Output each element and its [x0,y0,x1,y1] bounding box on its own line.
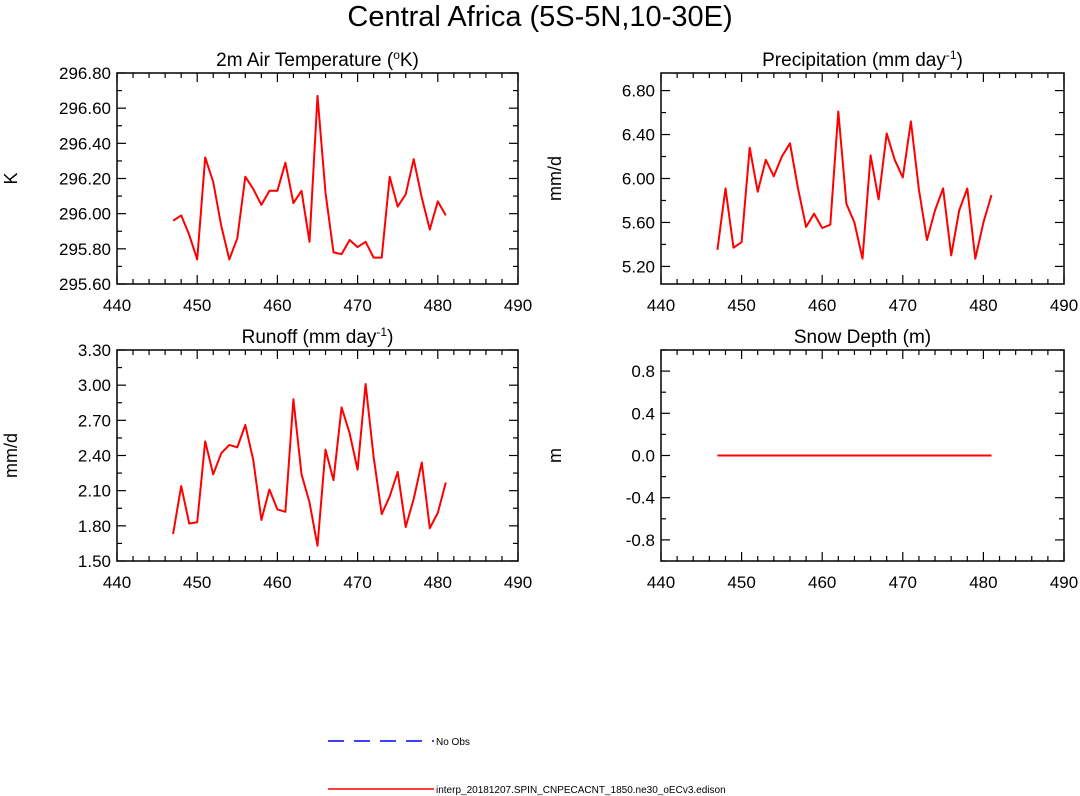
panel-title-snow-depth: Snow Depth (m) [794,327,931,348]
x-tick-label: 460 [808,573,836,592]
x-tick-label: 480 [969,573,997,592]
x-tick-label: 480 [424,573,452,592]
y-tick-label: -0.8 [626,531,655,550]
y-tick-label: 296.20 [59,170,111,189]
legend-label-model: interp_20181207.SPIN_CNPECACNT_1850.ne30… [436,785,726,796]
panel-title-runoff: Runoff (mm day-1) [242,325,394,348]
x-tick-label: 450 [183,296,211,315]
panel-air-temperature: 2m Air Temperature (oK) K 440 450 460 470 480 4… [1,48,532,315]
y-tick-label: 3.00 [78,376,111,395]
x-tick-label: 440 [647,573,675,592]
series-line-precipitation [716,110,993,260]
y-tick-label: 296.00 [59,205,111,224]
y-axis-label-snow-depth: m [545,448,565,463]
panel-title-air-temperature: 2m Air Temperature (oK) [216,48,419,71]
y-tick-label: 1.50 [78,552,111,571]
y-tick-label: 296.80 [59,64,111,83]
series-line-runoff [172,383,447,547]
x-tick-label: 440 [103,296,131,315]
panel-snow-depth: Snow Depth (m) m 440 450 460 470 480 490 -0.8 -0.… [545,327,1078,592]
y-tick-label: 2.70 [78,411,111,430]
y-tick-label: 0.4 [631,404,655,423]
y-tick-label: 5.60 [622,213,655,232]
y-tick-label: -0.4 [626,489,655,508]
legend: No Obs interp_20181207.SPIN_CNPECACNT_18… [328,737,726,796]
x-tick-label: 460 [263,573,291,592]
x-tick-label: 470 [889,573,917,592]
x-tick-label: 490 [1050,296,1078,315]
x-tick-label: 450 [727,573,755,592]
panel-precipitation: Precipitation (mm day-1) mm/d 440 450 460 470… [545,48,1078,315]
x-tick-label: 490 [1050,573,1078,592]
y-tick-label: 0.8 [631,362,655,381]
x-tick-label: 450 [183,573,211,592]
y-tick-label: 1.80 [78,517,111,536]
y-tick-label: 6.80 [622,82,655,101]
x-tick-label: 440 [647,296,675,315]
y-tick-label: 3.30 [78,341,111,360]
y-tick-label: 0.0 [631,447,655,466]
x-tick-label: 470 [343,296,371,315]
panel-runoff: Runoff (mm day-1) mm/d 440 450 460 470 480 490 1… [1,325,532,592]
y-tick-label: 295.60 [59,275,111,294]
y-tick-label: 295.80 [59,240,111,259]
y-tick-label: 296.40 [59,134,111,153]
series-line-air-temperature [172,94,447,261]
x-tick-label: 440 [103,573,131,592]
y-axis-label-runoff: mm/d [1,433,21,478]
x-tick-label: 460 [808,296,836,315]
x-tick-label: 470 [343,573,371,592]
legend-label-no-obs: No Obs [436,737,470,748]
y-tick-label: 6.00 [622,170,655,189]
x-tick-label: 480 [424,296,452,315]
y-tick-label: 2.40 [78,447,111,466]
panel-title-precipitation: Precipitation (mm day-1) [762,48,963,71]
y-tick-label: 296.60 [59,99,111,118]
y-axis-label-air-temperature: K [1,172,21,184]
x-tick-label: 480 [969,296,997,315]
x-tick-label: 490 [504,573,532,592]
y-tick-label: 5.20 [622,257,655,276]
x-tick-label: 470 [889,296,917,315]
x-tick-label: 450 [727,296,755,315]
x-tick-label: 460 [263,296,291,315]
figure-title: Central Africa (5S-5N,10-30E) [347,1,732,33]
y-tick-label: 2.10 [78,482,111,501]
y-axis-label-precipitation: mm/d [545,156,565,201]
y-tick-label: 6.40 [622,126,655,145]
x-tick-label: 490 [504,296,532,315]
